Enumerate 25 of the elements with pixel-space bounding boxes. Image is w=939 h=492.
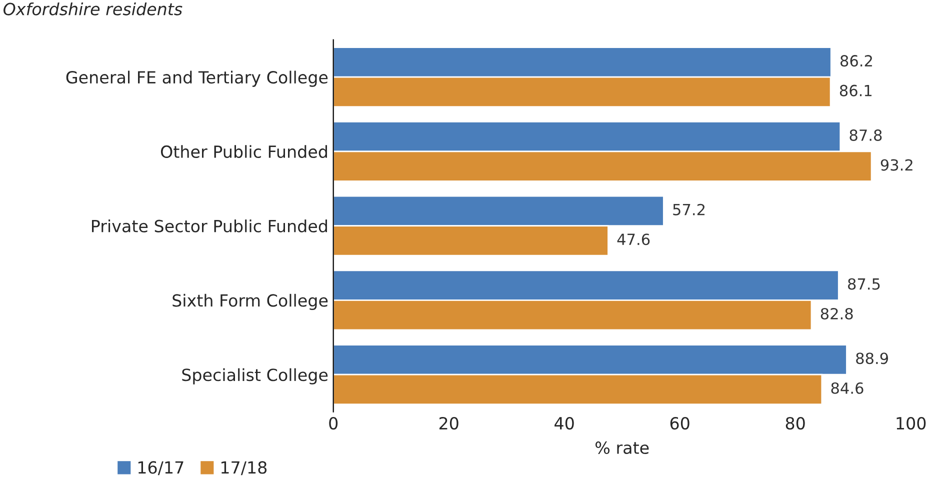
- data-label: 93.2: [880, 159, 912, 171]
- data-label: 82.8: [820, 308, 853, 320]
- y-tick-label: Private Sector Public Funded: [92, 219, 327, 232]
- y-tick-label: Other Public Funded: [160, 145, 327, 158]
- legend-label: 16/17: [138, 461, 184, 476]
- y-tick-label: General FE and Tertiary College: [66, 70, 328, 87]
- x-tick-label: 80: [786, 416, 805, 430]
- text: Oxfordshire residents: [3, 2, 182, 16]
- data-label: 84.6: [831, 382, 864, 394]
- data-label: 88.9: [856, 352, 888, 364]
- x-tick-label: 20: [439, 416, 458, 430]
- data-label: 47.6: [617, 234, 650, 246]
- x-tick-label: 0: [329, 416, 338, 430]
- y-tick-label: Sixth Form College: [172, 294, 328, 310]
- x-axis-title: % rate: [596, 441, 649, 454]
- data-label: 87.8: [850, 129, 882, 141]
- data-label: 87.5: [848, 278, 880, 290]
- x-tick-label: 40: [554, 416, 574, 430]
- x-tick-label: 60: [670, 416, 690, 430]
- legend-label: 17/18: [221, 461, 267, 476]
- y-tick-label: Specialist College: [182, 368, 328, 384]
- data-label: 57.2: [673, 204, 704, 216]
- data-label: 86.2: [840, 55, 872, 67]
- x-tick-label: 100: [896, 416, 926, 430]
- data-label: 86.1: [840, 84, 872, 96]
